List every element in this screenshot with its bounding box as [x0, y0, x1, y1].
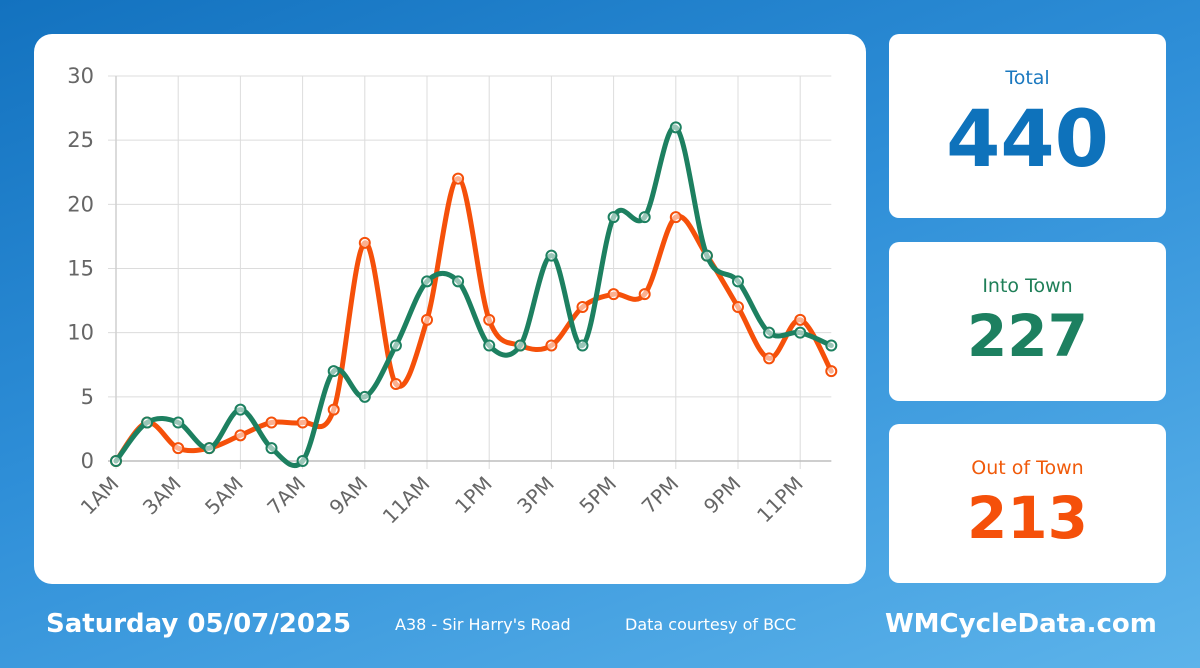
data-point: [172, 416, 185, 429]
data-point: [576, 301, 589, 313]
data-point: [545, 339, 558, 352]
data-point: [607, 288, 620, 301]
data-point: [296, 416, 309, 429]
series-line-1: [113, 124, 834, 469]
data-point: [638, 288, 651, 301]
x-tick-label: 5PM: [574, 472, 621, 519]
x-tick-label: 7PM: [637, 472, 684, 519]
data-point: [265, 416, 278, 429]
total-card: Total 440: [889, 34, 1166, 218]
data-point: [700, 249, 713, 262]
chart-card: 0 5 10 15 20 25 30 1AM 3AM 5AM 7AM 9AM 11AM 1PM 3PM 5PM…: [34, 34, 866, 584]
data-point: [825, 365, 838, 378]
axis-layer: 0 5 10 15 20 25 30 1AM 3AM 5AM 7AM 9AM 11AM 1PM 3PM 5PM…: [67, 64, 832, 529]
data-point: [234, 403, 247, 416]
data-point: [203, 442, 216, 455]
y-tick-label: 10: [67, 321, 94, 345]
y-tick-label: 20: [67, 192, 94, 216]
data-point: [234, 429, 247, 442]
x-tick-label: 9PM: [699, 472, 746, 519]
data-point: [452, 275, 465, 288]
data-point: [794, 326, 807, 339]
into-town-card: Into Town 227: [889, 242, 1166, 401]
data-point: [421, 313, 433, 326]
data-point: [141, 416, 154, 429]
data-point: [669, 211, 682, 224]
data-point: [763, 326, 776, 339]
data-point: [825, 339, 838, 352]
footer-location: A38 - Sir Harry's Road: [395, 615, 571, 634]
y-tick-label: 25: [67, 128, 94, 152]
data-point: [358, 390, 371, 403]
data-point: [669, 121, 682, 134]
data-point: [389, 339, 402, 352]
data-point: [732, 301, 744, 313]
total-label: Total: [1005, 67, 1050, 89]
data-point: [327, 403, 340, 416]
data-point: [794, 313, 807, 326]
data-point: [483, 339, 496, 352]
data-point: [421, 275, 433, 288]
data-point: [514, 339, 527, 352]
x-tick-label: 5AM: [200, 472, 248, 520]
data-point: [327, 365, 340, 378]
x-tick-label: 11PM: [752, 472, 808, 528]
data-point: [172, 442, 185, 455]
x-tick-label: 11AM: [378, 472, 435, 529]
data-point: [763, 352, 776, 365]
data-point: [358, 236, 371, 249]
x-tick-label: 3PM: [512, 472, 559, 519]
footer-date: Saturday 05/07/2025: [46, 609, 352, 639]
y-tick-label: 30: [67, 64, 94, 88]
data-point: [110, 455, 122, 467]
x-tick-label: 7AM: [262, 472, 310, 520]
data-point: [732, 275, 744, 288]
data-point: [638, 211, 651, 224]
data-point: [389, 378, 402, 390]
x-tick-label: 1AM: [76, 472, 124, 520]
hourly-line-chart: 0 5 10 15 20 25 30 1AM 3AM 5AM 7AM 9AM 11AM 1PM 3PM 5PM…: [67, 64, 838, 529]
x-tick-label: 9AM: [324, 472, 372, 520]
y-tick-label: 0: [81, 449, 94, 473]
x-tick-label: 3AM: [138, 472, 186, 520]
data-point: [545, 249, 558, 262]
x-tick-label: 1PM: [450, 472, 497, 519]
data-point: [452, 172, 465, 185]
data-point: [607, 211, 620, 224]
total-value: 440: [946, 95, 1109, 185]
data-point: [576, 339, 589, 352]
footer-credit: Data courtesy of BCC: [625, 615, 797, 634]
into-town-value: 227: [966, 302, 1089, 370]
y-tick-label: 15: [67, 257, 94, 281]
y-tick-label: 5: [81, 385, 94, 409]
out-of-town-card: Out of Town 213: [889, 424, 1166, 583]
data-point: [483, 313, 496, 326]
series-layer: [110, 121, 838, 469]
out-of-town-label: Out of Town: [971, 457, 1084, 479]
data-point: [296, 455, 309, 467]
footer-brand: WMCycleData.com: [885, 609, 1157, 639]
out-of-town-value: 213: [966, 484, 1089, 552]
data-point: [265, 442, 278, 455]
into-town-label: Into Town: [982, 275, 1073, 297]
